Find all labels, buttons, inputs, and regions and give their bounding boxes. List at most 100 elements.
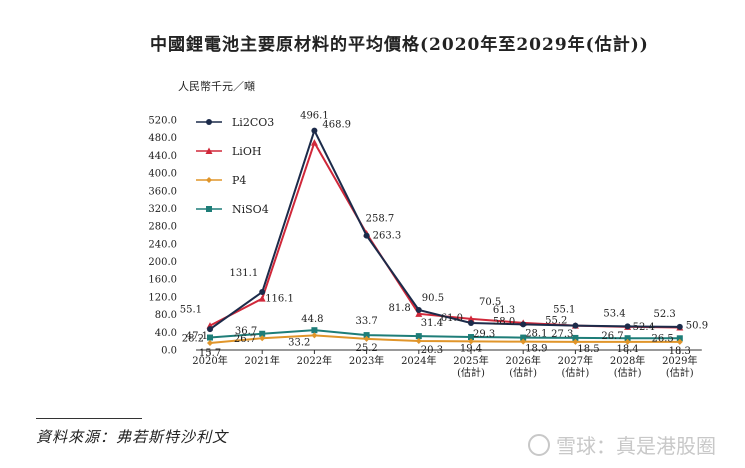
data-label-li2co3: 53.4 (603, 308, 625, 319)
data-label-p4: 19.4 (460, 343, 482, 354)
data-point-p4 (624, 338, 631, 345)
x-tick-label: 2026年 (505, 354, 540, 367)
data-label-p4: 18.5 (577, 344, 599, 355)
data-point-niso4 (207, 334, 213, 341)
watermark-text: 雪球：真是港股圈 (556, 434, 716, 458)
x-tick-label: 2021年 (244, 354, 279, 367)
source-note: 資料來源：弗若斯特沙利文 (36, 428, 229, 446)
data-point-p4 (676, 338, 683, 345)
y-tick-label: 200.0 (148, 257, 177, 268)
data-label-lioh: 263.3 (373, 231, 402, 242)
data-label-niso4: 28.1 (525, 329, 547, 340)
series-line-niso4 (209, 329, 680, 340)
data-label-niso4: 27.3 (551, 329, 573, 340)
legend-label: Li2CO3 (232, 116, 274, 129)
x-tick-label: (估計) (457, 366, 485, 379)
source-divider (36, 418, 142, 419)
legend-marker-p4 (206, 177, 212, 183)
data-label-niso4: 36.7 (235, 326, 257, 337)
data-label-niso4: 44.8 (301, 314, 323, 325)
data-label-niso4: 28.2 (182, 334, 204, 345)
data-point-lioh (467, 315, 475, 322)
x-tick-label: (估計) (509, 366, 537, 379)
data-label-li2co3: 52.3 (654, 309, 676, 320)
data-point-p4 (468, 338, 474, 345)
x-tick-label: 2020年 (192, 354, 227, 367)
data-label-lioh: 55.1 (553, 305, 575, 316)
legend-label: NiSO4 (232, 203, 269, 216)
data-point-niso4 (415, 333, 422, 340)
data-point-p4 (259, 335, 266, 342)
x-tick-label: 2023年 (349, 354, 384, 367)
data-point-niso4 (624, 335, 631, 342)
data-point-lioh (258, 295, 266, 302)
data-point-li2co3 (468, 320, 474, 327)
x-tick-label: (估計) (561, 366, 589, 379)
data-label-niso4: 26.7 (601, 331, 623, 342)
data-point-niso4 (572, 334, 579, 341)
data-point-li2co3 (624, 323, 631, 330)
x-tick-label: 2025年 (453, 354, 488, 367)
data-point-li2co3 (363, 232, 370, 239)
legend-label: LiOH (232, 145, 261, 158)
data-label-p4: 18.3 (669, 346, 691, 357)
x-tick-label: 2028年 (610, 354, 645, 367)
data-label-niso4: 29.3 (473, 329, 495, 340)
data-label-li2co3: 258.7 (366, 214, 395, 225)
data-point-li2co3 (676, 323, 683, 330)
y-tick-label: 400.0 (148, 169, 177, 180)
legend-marker-niso4 (206, 206, 212, 212)
legend-marker-lioh (205, 147, 213, 154)
data-label-p4: 33.2 (288, 337, 310, 348)
data-point-niso4 (676, 335, 683, 342)
data-label-li2co3: 47.1 (186, 331, 208, 342)
y-tick-label: 280.0 (148, 222, 177, 233)
data-label-niso4: 31.4 (421, 318, 443, 329)
data-label-p4: 15.7 (199, 348, 221, 359)
data-point-li2co3 (311, 127, 318, 134)
y-tick-label: 40.0 (155, 328, 177, 339)
data-label-niso4: 26.5 (652, 333, 674, 344)
snowball-logo-icon (528, 433, 550, 456)
data-point-lioh (310, 139, 318, 146)
x-tick-label: (估計) (614, 366, 642, 379)
data-point-niso4 (363, 332, 370, 339)
data-point-niso4 (520, 334, 527, 341)
data-point-li2co3 (520, 321, 527, 328)
chart-title: 中國鋰電池主要原材料的平均價格(2020年至2029年(估計)) (150, 35, 649, 55)
data-label-p4: 26.7 (234, 334, 256, 345)
data-label-li2co3: 496.1 (300, 111, 329, 122)
series-line-li2co3 (209, 127, 680, 330)
y-tick-label: 160.0 (148, 275, 177, 286)
data-point-lioh (415, 310, 423, 317)
data-label-lioh: 52.4 (633, 322, 655, 333)
data-label-p4: 20.3 (421, 345, 443, 356)
y-axis-unit-label: 人民幣千元／噸 (178, 80, 255, 93)
data-point-p4 (207, 340, 213, 347)
data-label-lioh: 116.1 (265, 294, 294, 305)
x-tick-label: 2022年 (297, 354, 332, 367)
x-tick-label: (估計) (666, 366, 694, 379)
data-label-p4: 25.2 (355, 343, 377, 354)
data-label-li2co3: 58.0 (493, 316, 515, 327)
x-tick-label: 2024年 (401, 354, 436, 367)
data-label-p4: 18.9 (525, 344, 547, 355)
y-tick-label: 80.0 (155, 310, 177, 321)
watermark: 雪球：真是港股圈 (528, 430, 716, 459)
data-label-li2co3: 55.2 (545, 316, 567, 327)
y-tick-label: 360.0 (148, 186, 177, 197)
data-label-niso4: 33.7 (355, 316, 377, 327)
data-label-li2co3: 131.1 (230, 268, 259, 279)
x-tick-label: 2027年 (558, 354, 593, 367)
y-tick-label: 440.0 (148, 151, 177, 162)
data-point-p4 (415, 338, 422, 345)
y-tick-label: 0.0 (161, 346, 177, 357)
data-label-lioh: 468.9 (322, 120, 351, 131)
data-label-lioh: 55.1 (180, 305, 202, 316)
data-label-li2co3: 61.0 (441, 313, 463, 324)
legend-label: P4 (232, 174, 246, 187)
data-point-li2co3 (415, 306, 422, 313)
data-point-p4 (572, 338, 579, 345)
y-tick-label: 240.0 (148, 239, 177, 250)
